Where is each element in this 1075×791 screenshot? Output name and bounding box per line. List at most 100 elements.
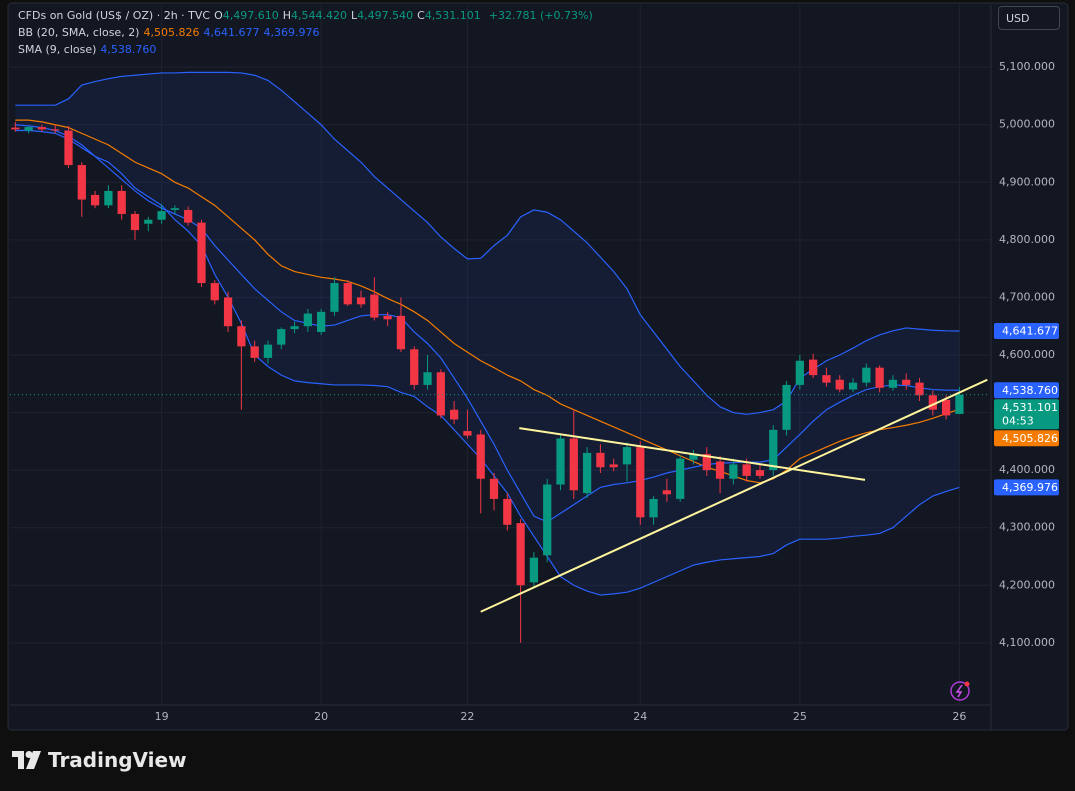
candle-body xyxy=(915,382,924,396)
candle-body xyxy=(955,394,964,414)
y-tick-label: 4,300.000 xyxy=(999,521,1055,534)
candle-body xyxy=(370,294,379,318)
candle-body xyxy=(769,429,778,471)
candle-body xyxy=(37,127,47,130)
sma-line xyxy=(15,124,960,523)
candle-body xyxy=(410,349,419,385)
price-label-box xyxy=(994,382,1059,399)
candle-body xyxy=(888,379,898,388)
candle-body xyxy=(795,360,804,385)
candle-body xyxy=(303,313,312,327)
ohlc-value: 4,544.420 xyxy=(291,9,347,22)
candle-body xyxy=(729,464,738,479)
candle-body xyxy=(556,438,565,485)
candle-body xyxy=(636,447,645,518)
candle-body xyxy=(77,165,86,200)
alert-icon xyxy=(950,681,970,701)
x-tick-label: 19 xyxy=(155,710,169,723)
bb-values: 4,505.826 4,641.677 4,369.976 xyxy=(143,26,323,39)
candle-body xyxy=(144,219,153,224)
x-tick-label: 24 xyxy=(633,710,647,723)
band-lower xyxy=(15,129,960,596)
price-label-box xyxy=(994,323,1059,340)
brand-name: TradingView xyxy=(48,748,187,772)
sma-value: 4,538.760 xyxy=(100,43,157,56)
candle-body xyxy=(609,464,618,468)
candle-body xyxy=(104,190,113,206)
legend-main: CFDs on Gold (US$ / OZ) · 2h · TVC O4,497… xyxy=(18,9,597,22)
trend-line xyxy=(519,427,866,481)
candle-body xyxy=(184,209,193,223)
candle-body xyxy=(489,478,499,499)
candle-body xyxy=(117,190,126,214)
price-label-box xyxy=(994,399,1059,430)
candle-body xyxy=(622,447,632,465)
candle-body xyxy=(450,409,459,420)
y-tick-label: 4,800.000 xyxy=(999,233,1055,246)
candle-body xyxy=(755,470,765,476)
legend-bb: BB (20, SMA, close, 2) 4,505.826 4,641.677… xyxy=(18,26,327,39)
price-label: 4,505.826 xyxy=(1002,432,1058,445)
y-tick-label: 4,900.000 xyxy=(999,175,1055,188)
x-tick-label: 22 xyxy=(460,710,474,723)
candle-body xyxy=(343,283,352,305)
candle-body xyxy=(689,454,698,460)
ohlc-value: 4,497.610 xyxy=(222,9,279,22)
candle-body xyxy=(835,379,844,390)
price-label: 4,641.677 xyxy=(1002,325,1058,338)
candle-body xyxy=(569,438,578,491)
price-label: 4,531.101 xyxy=(1002,401,1058,414)
candle-body xyxy=(436,372,445,416)
bb-value: 4,369.976 xyxy=(263,26,320,39)
y-tick-label: 5,000.000 xyxy=(999,118,1055,131)
brand: TradingView xyxy=(12,748,187,772)
candle-body xyxy=(157,211,166,220)
candle-body xyxy=(676,458,685,499)
candle-body xyxy=(941,399,951,416)
candle-body xyxy=(423,372,432,385)
ohlc-key: O xyxy=(214,9,223,22)
x-tick-label: 26 xyxy=(952,710,966,723)
candle-body xyxy=(529,557,539,583)
candle-body xyxy=(516,523,525,586)
price-label-box xyxy=(994,479,1059,496)
countdown: 04:53 xyxy=(1002,414,1034,427)
y-tick-label: 4,700.000 xyxy=(999,290,1055,303)
candle-body xyxy=(64,130,73,166)
candle-body xyxy=(649,498,658,518)
trend-line xyxy=(480,378,988,613)
currency-button[interactable]: USD xyxy=(998,6,1060,30)
candle-body xyxy=(875,367,884,388)
x-tick-label: 25 xyxy=(793,710,807,723)
candle-body xyxy=(862,367,871,383)
sma-label: SMA (9, close) xyxy=(18,43,97,56)
bb-value: 4,505.826 xyxy=(143,26,200,39)
y-tick-label: 4,200.000 xyxy=(999,578,1055,591)
candle-body xyxy=(782,384,791,430)
candle-body xyxy=(396,315,406,350)
price-label-box xyxy=(994,430,1059,447)
ohlc-key: L xyxy=(351,9,358,22)
candle-body xyxy=(90,194,100,206)
plot-layer: 4,100.000 4,200.000 4,300.000 4,400.000 4,50… xyxy=(10,5,1059,730)
y-tick-label: 4,100.000 xyxy=(999,636,1055,649)
candle-body xyxy=(170,208,180,210)
y-tick-label: 4,600.000 xyxy=(999,348,1055,361)
candle-body xyxy=(51,129,60,131)
candle-body xyxy=(317,311,326,332)
candle-body xyxy=(476,434,485,479)
bb-value: 4,641.677 xyxy=(203,26,260,39)
candle-body xyxy=(902,379,911,385)
candle-body xyxy=(822,375,831,383)
ohlc: O4,497.610 H4,544.420 L4,497.540 C4,531.101 xyxy=(214,9,485,22)
ohlc-key: C xyxy=(417,9,425,22)
candle-body xyxy=(11,127,20,130)
candle-body xyxy=(463,430,472,436)
candle-body xyxy=(503,498,512,525)
ohlc-value: 4,497.540 xyxy=(357,9,414,22)
candle-body xyxy=(356,297,366,305)
candle-body xyxy=(809,359,818,376)
legend-sma: SMA (9, close) 4,538.760 xyxy=(18,43,160,56)
candle-body xyxy=(250,346,259,358)
